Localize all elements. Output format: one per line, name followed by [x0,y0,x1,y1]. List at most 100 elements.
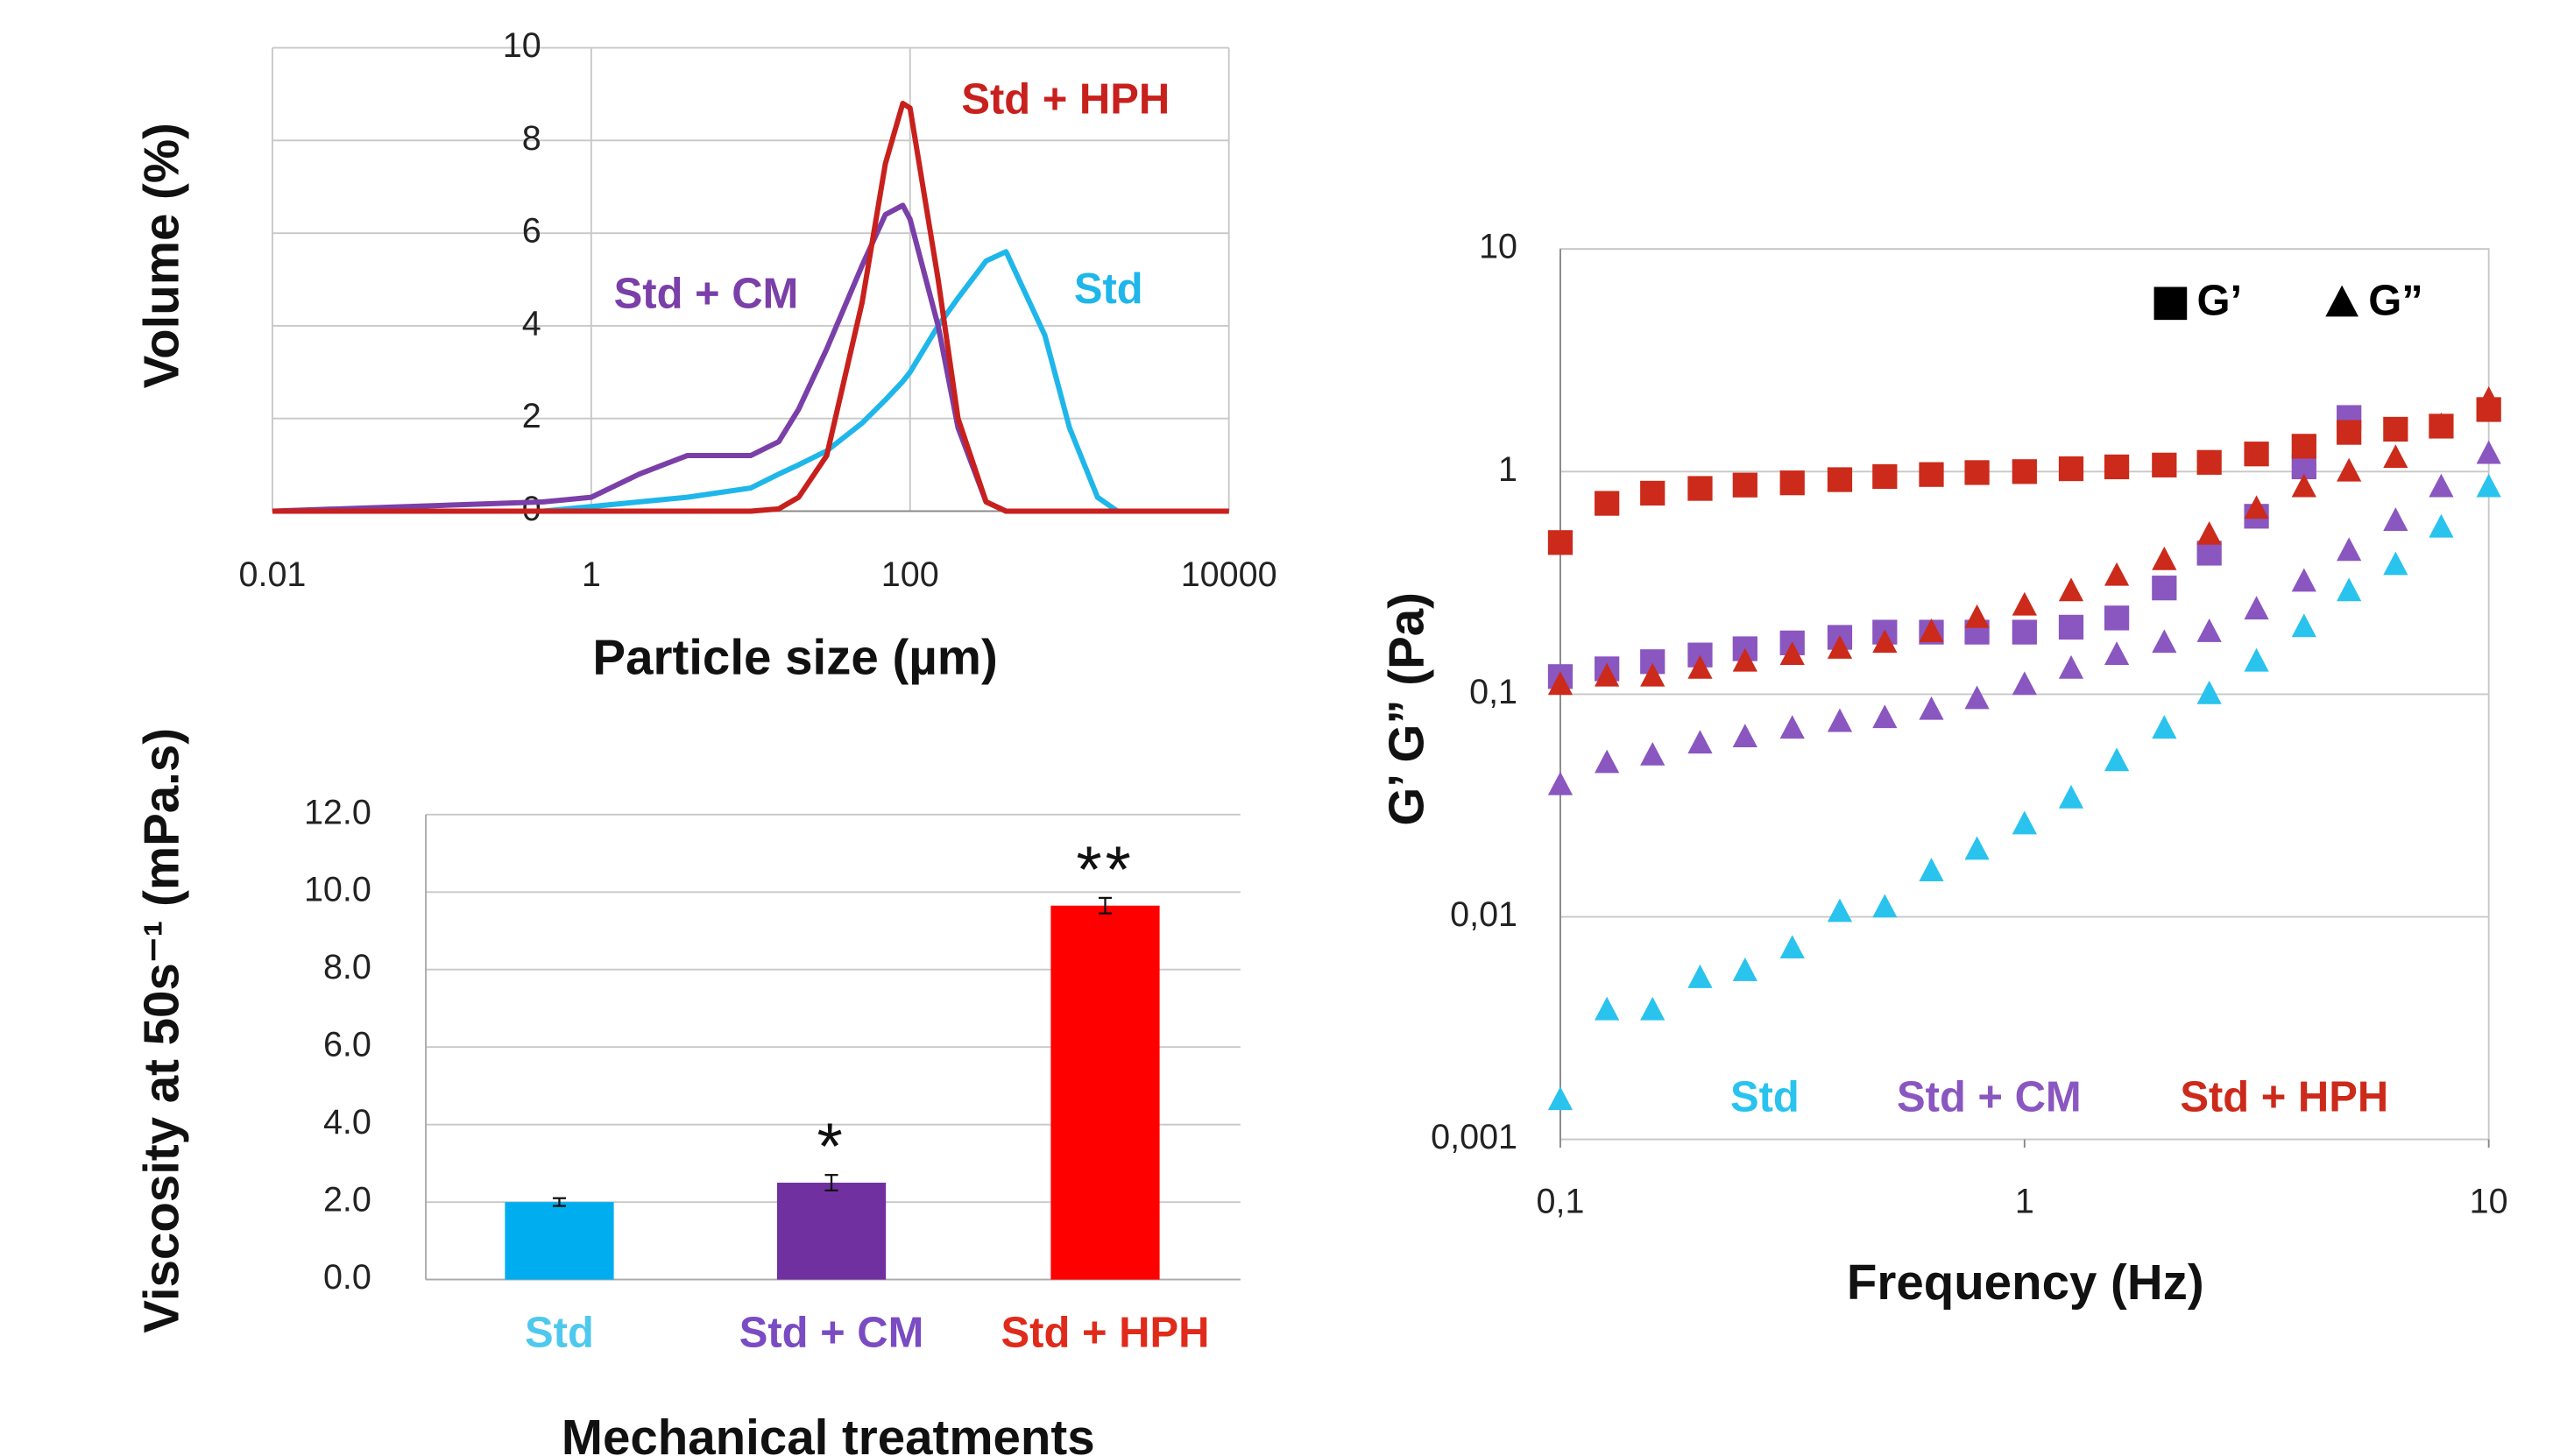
marker-triangle [1919,696,1944,720]
y-tick-label: 6.0 [323,1026,371,1064]
marker-square [1827,467,1853,492]
marker-square [2244,442,2269,467]
marker-square [2058,456,2084,482]
marker-triangle [2476,385,2501,410]
marker-square [2196,541,2222,566]
marker-triangle [2104,562,2130,586]
marker-triangle [2383,551,2408,576]
marker-triangle [1595,749,1620,774]
marker-triangle [1919,858,1944,881]
marker-square [1732,472,1757,498]
series-label: Std [1074,265,1143,313]
marker-triangle [1964,836,1990,860]
x-tick-label: Std + HPH [1001,1310,1210,1357]
bar [776,1183,887,1280]
bar [505,1202,614,1280]
marker-square [2012,619,2037,645]
marker-triangle [2196,680,2222,704]
y-tick-label: 0,1 [1469,673,1517,711]
series-line [272,101,1229,514]
y-tick-label: 2.0 [323,1181,371,1219]
marker-triangle [1547,671,1573,696]
marker-square [2291,434,2316,459]
significance: ** [1076,832,1134,906]
marker-square [1919,462,1944,487]
x-tick-label: 0,1 [1537,1182,1585,1220]
marker-triangle [2152,715,2177,739]
marker-square [1640,480,1665,506]
legend-group: Std [1730,1073,1800,1120]
marker-triangle [2104,641,2130,665]
marker-triangle [2291,473,2316,498]
x-tick-label: Std [525,1310,594,1357]
marker-triangle [1964,685,1990,710]
marker-triangle [1687,730,1713,754]
significance: * [817,1110,846,1184]
y-axis-label: Volume (%) [134,123,189,388]
legend-marker-label: G’ [2197,277,2243,324]
marker-triangle [1687,965,1713,988]
marker-square [2152,576,2177,601]
marker-square [1595,491,1620,516]
marker-triangle [2325,285,2358,317]
marker-triangle [1732,724,1757,747]
x-axis-label: Mechanical treatments [562,1410,1095,1456]
marker-square [2196,449,2222,475]
series-line [272,249,1229,514]
marker-triangle [2012,810,2037,835]
marker-triangle [2196,520,2222,545]
legend-group: Std + HPH [2180,1073,2388,1120]
marker-triangle [1640,996,1665,1021]
series-label: Std + CM [614,271,799,318]
x-axis-label: Frequency (Hz) [1847,1255,2204,1310]
marker-triangle [1872,894,1898,918]
marker-triangle [1547,1086,1573,1111]
marker-triangle [2291,613,2316,638]
x-tick-label: Std + CM [739,1310,924,1357]
x-tick-label: 10 [2470,1182,2508,1220]
marker-triangle [1732,958,1757,981]
marker-triangle [2244,647,2269,672]
marker-triangle [1964,604,1990,628]
series-label: Std + HPH [961,76,1170,124]
marker-square [1779,470,1805,496]
marker-triangle [2244,495,2269,519]
marker-triangle [1827,898,1853,922]
marker-triangle [2429,412,2454,436]
bar [1050,905,1160,1280]
marker-square [2153,286,2188,321]
y-axis-label: Viscosity at 50s⁻¹ (mPa.s) [134,728,189,1333]
x-axis-label: Particle size (µm) [592,630,997,685]
marker-triangle [1779,935,1805,959]
marker-triangle [2476,440,2501,464]
marker-triangle [2429,473,2454,498]
marker-square [1964,460,1990,485]
marker-triangle [1779,641,1805,665]
x-tick-label: 1 [582,555,601,594]
marker-triangle [1872,704,1898,729]
marker-triangle [1827,708,1853,732]
y-axis-label: G’ G” (Pa) [1379,592,1434,826]
marker-triangle [2383,444,2408,469]
y-tick-label: 12.0 [304,793,371,831]
y-tick-label: 10 [1479,228,1517,266]
marker-triangle [1595,662,1620,687]
marker-square [2337,420,2362,445]
marker-triangle [2104,747,2130,772]
x-tick-label: 1 [2015,1182,2034,1220]
y-tick-label: 8 [522,119,541,158]
x-tick-label: 10000 [1181,555,1277,594]
marker-square [1547,530,1573,555]
y-tick-label: 4 [522,304,541,343]
marker-triangle [2337,457,2362,482]
marker-triangle [2152,629,2177,654]
marker-triangle [2337,577,2362,602]
y-tick-label: 4.0 [323,1103,371,1141]
x-tick-label: 100 [881,555,939,594]
marker-triangle [2012,671,2037,696]
marker-square [1872,463,1898,490]
marker-triangle [1872,629,1898,654]
marker-triangle [1595,996,1620,1021]
y-tick-label: 1 [1498,450,1517,489]
